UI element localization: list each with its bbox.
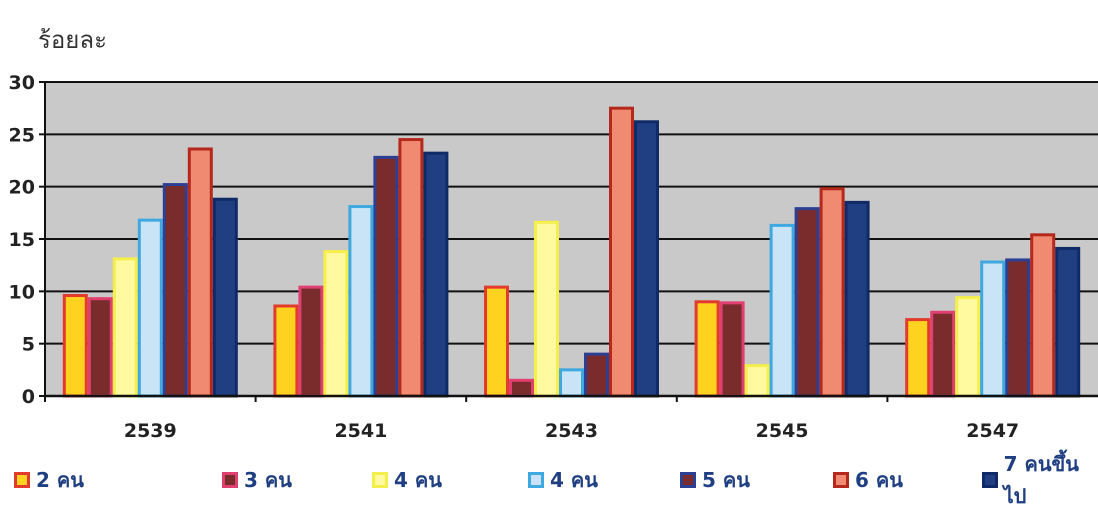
- legend-swatch: [14, 472, 30, 488]
- bar: [769, 223, 795, 398]
- legend-item: 5 คน: [680, 462, 750, 498]
- y-tick-label: 5: [22, 334, 35, 356]
- y-tick-label: 15: [9, 229, 35, 251]
- legend-item: 3 คน: [222, 462, 292, 498]
- bar: [1055, 246, 1081, 398]
- bar: [844, 200, 870, 398]
- x-tick-label: 2545: [756, 420, 809, 442]
- legend-label: 5 คน: [702, 468, 750, 492]
- x-tick-labels: 2539 2541 2543 2545 2547: [124, 420, 1019, 442]
- legend-label: 7 คนขึ้นไป: [1003, 452, 1079, 508]
- bar: [1030, 233, 1056, 398]
- bar: [955, 296, 981, 398]
- bar: [398, 138, 424, 398]
- bar: [1005, 258, 1031, 398]
- bar: [112, 257, 138, 398]
- legend: 2 คน 3 คน 4 คน 4 คน 5 คน 6 คน 7 คนขึ้นไป: [0, 452, 1098, 508]
- y-axis-title: ร้อยละ: [38, 26, 107, 54]
- legend-swatch: [372, 472, 388, 488]
- bar: [323, 250, 349, 398]
- bar: [212, 197, 238, 398]
- legend-item: 7 คนขึ้นไป: [982, 452, 1098, 508]
- bar: [509, 378, 534, 398]
- legend-item: 6 คน: [833, 462, 903, 498]
- x-tick-label: 2543: [545, 420, 598, 442]
- x-tick-label: 2539: [124, 420, 177, 442]
- y-tick-label: 20: [9, 177, 35, 199]
- y-tick-label: 30: [9, 72, 35, 94]
- legend-label: 3 คน: [244, 468, 292, 492]
- bar: [534, 220, 559, 398]
- legend-item: 4 คน: [372, 462, 442, 498]
- y-tick-label: 10: [9, 281, 35, 303]
- legend-swatch: [833, 472, 849, 488]
- legend-label: 4 คน: [394, 468, 442, 492]
- bars: [62, 106, 1081, 398]
- legend-label: 2 คน: [36, 468, 84, 492]
- bar: [744, 364, 770, 398]
- bar: [584, 352, 609, 398]
- bar: [694, 300, 720, 398]
- bar: [373, 155, 399, 398]
- bar: [930, 310, 956, 398]
- y-tick-label: 25: [9, 124, 35, 146]
- legend-swatch: [982, 472, 998, 488]
- x-tick-label: 2541: [334, 420, 387, 442]
- legend-label: 4 คน: [550, 468, 598, 492]
- legend-swatch: [528, 472, 544, 488]
- legend-item: 2 คน: [14, 462, 84, 498]
- bar: [609, 106, 634, 398]
- bar: [348, 205, 374, 398]
- bar: [634, 120, 659, 398]
- legend-item: 4 คน: [528, 462, 598, 498]
- legend-swatch: [680, 472, 696, 488]
- bar: [819, 187, 845, 398]
- y-tick-labels: 0 5 10 15 20 25 30: [9, 72, 45, 408]
- y-tick-label: 0: [22, 386, 35, 408]
- bar-chart-svg: ร้อยละ 0 5 10 15 20 25 30 2539 2541 2543 2545 2547: [9, 26, 1098, 442]
- bar: [137, 218, 163, 398]
- bar: [559, 368, 584, 398]
- legend-label: 6 คน: [855, 468, 903, 492]
- bar: [980, 260, 1006, 398]
- legend-swatch: [222, 472, 238, 488]
- bar: [162, 183, 188, 398]
- bar: [719, 301, 745, 398]
- bar: [187, 147, 213, 398]
- bar: [298, 285, 324, 398]
- bar: [87, 297, 113, 398]
- bar: [423, 151, 449, 398]
- bar: [273, 304, 299, 398]
- x-tick-label: 2547: [966, 420, 1019, 442]
- bar: [484, 285, 509, 398]
- bar: [62, 294, 88, 398]
- bar: [794, 207, 820, 398]
- bar: [905, 318, 931, 398]
